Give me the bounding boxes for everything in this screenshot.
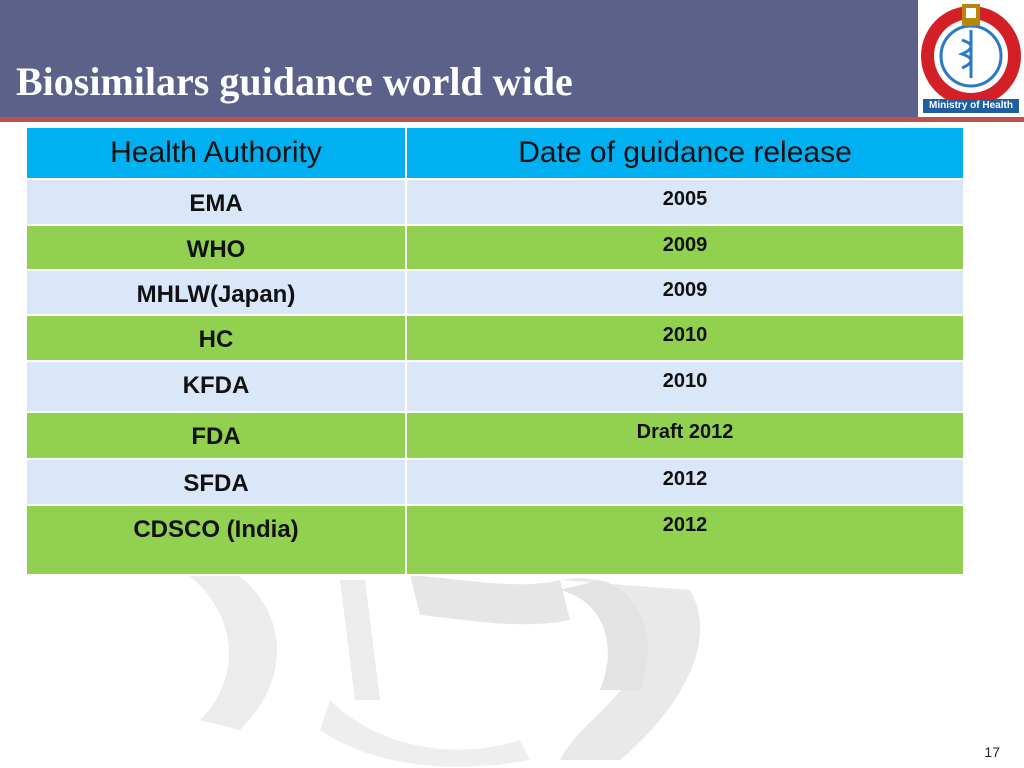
date-cell: Draft 2012 bbox=[405, 411, 965, 460]
date-cell: 2012 bbox=[405, 504, 965, 576]
authority-cell: HC bbox=[25, 314, 407, 362]
table-header-row: Health Authority Date of guidance releas… bbox=[25, 126, 965, 180]
table-row: KFDA 2010 bbox=[25, 360, 965, 413]
date-cell: 2005 bbox=[405, 178, 965, 226]
authority-cell: WHO bbox=[25, 224, 407, 271]
date-cell: 2010 bbox=[405, 360, 965, 413]
column-header-authority: Health Authority bbox=[25, 126, 407, 180]
authority-cell: SFDA bbox=[25, 458, 407, 506]
table-row: EMA 2005 bbox=[25, 178, 965, 226]
table-row: SFDA 2012 bbox=[25, 458, 965, 506]
guidance-table: Health Authority Date of guidance releas… bbox=[25, 126, 965, 576]
authority-cell: EMA bbox=[25, 178, 407, 226]
table-row: CDSCO (India) 2012 bbox=[25, 504, 965, 576]
table-row: HC 2010 bbox=[25, 314, 965, 362]
date-cell: 2010 bbox=[405, 314, 965, 362]
title-divider bbox=[0, 117, 1024, 122]
title-bar bbox=[0, 0, 918, 117]
authority-cell: FDA bbox=[25, 411, 407, 460]
authority-cell: CDSCO (India) bbox=[25, 504, 407, 576]
date-cell: 2009 bbox=[405, 269, 965, 316]
ministry-caption: Ministry of Health bbox=[923, 99, 1019, 113]
background-watermark bbox=[180, 570, 701, 767]
egyptian-drug-authority-logo: Ministry of Health bbox=[918, 0, 1024, 117]
authority-cell: KFDA bbox=[25, 360, 407, 413]
table-row: WHO 2009 bbox=[25, 224, 965, 271]
page-number: 17 bbox=[984, 744, 1000, 760]
slide-title: Biosimilars guidance world wide bbox=[16, 59, 573, 104]
table-row: MHLW(Japan) 2009 bbox=[25, 269, 965, 316]
authority-cell: MHLW(Japan) bbox=[25, 269, 407, 316]
table-row: FDA Draft 2012 bbox=[25, 411, 965, 460]
column-header-date: Date of guidance release bbox=[405, 126, 965, 180]
date-cell: 2012 bbox=[405, 458, 965, 506]
date-cell: 2009 bbox=[405, 224, 965, 271]
